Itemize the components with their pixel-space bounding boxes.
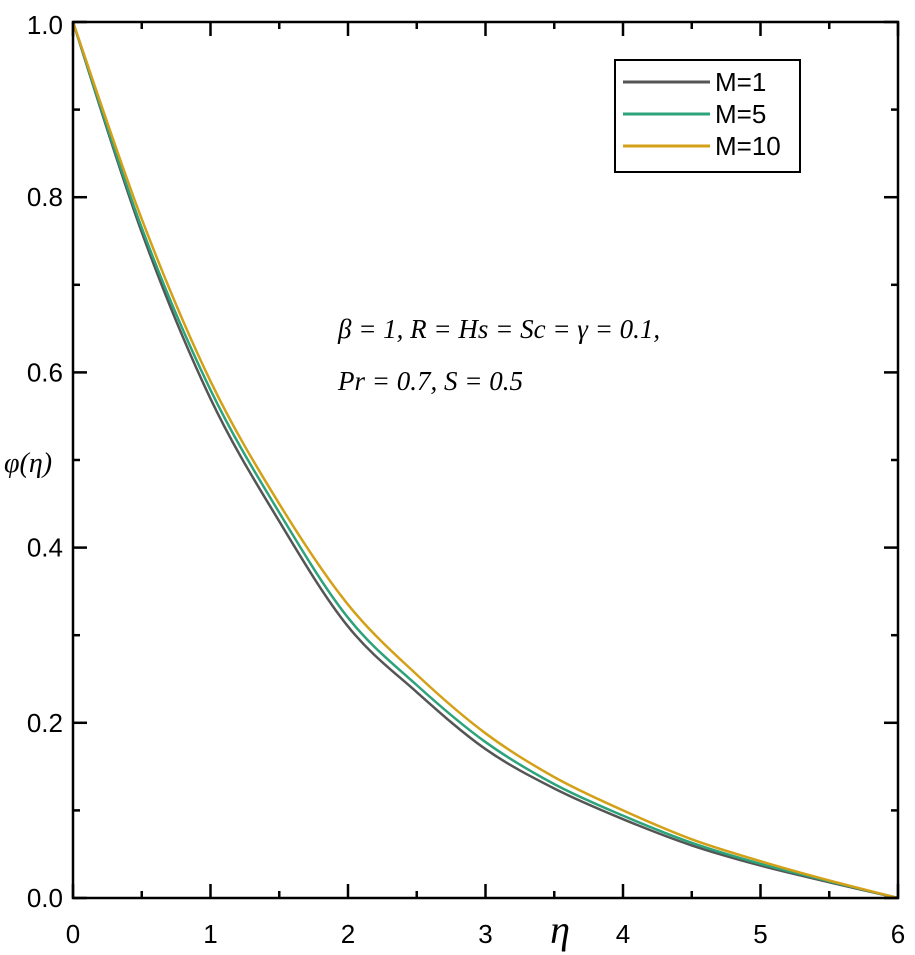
x-axis-label: η: [550, 907, 570, 952]
legend-label: M=5: [715, 99, 766, 129]
x-tick-label: 5: [753, 919, 767, 949]
legend: M=1M=5M=10: [614, 59, 801, 173]
x-tick-label: 1: [203, 919, 217, 949]
x-tick-label: 6: [891, 919, 905, 949]
series-line-m-5: [71, 21, 899, 900]
series-layer: [71, 21, 899, 900]
legend-box: [614, 59, 801, 173]
y-tick-label: 0.2: [27, 708, 63, 738]
y-tick-label: 0.6: [27, 357, 63, 387]
tick-labels: 0 1 2 3 4 5 6 0.0 0.2 0.4 0.6 0.8 1.0: [27, 10, 905, 949]
series-line-m-1: [71, 21, 899, 900]
parameter-annotation-line-1: β = 1, R = Hs = Sc = γ = 0.1,: [337, 314, 660, 344]
ticks-layer: [71, 20, 900, 900]
legend-label: M=10: [715, 131, 781, 161]
x-tick-label: 2: [341, 919, 355, 949]
y-tick-label: 0.8: [27, 182, 63, 212]
x-tick-label: 4: [616, 919, 630, 949]
y-tick-label: 0.4: [27, 533, 63, 563]
y-axis-label: φ(η): [4, 448, 52, 479]
legend-label: M=1: [715, 67, 766, 97]
parameter-annotation-line-2: Pr = 0.7, S = 0.5: [337, 366, 523, 396]
y-tick-label: 0.0: [27, 883, 63, 913]
series-line-m-10: [71, 21, 899, 900]
x-tick-label: 3: [478, 919, 492, 949]
y-tick-label: 1.0: [27, 10, 63, 40]
x-tick-label: 0: [66, 919, 80, 949]
